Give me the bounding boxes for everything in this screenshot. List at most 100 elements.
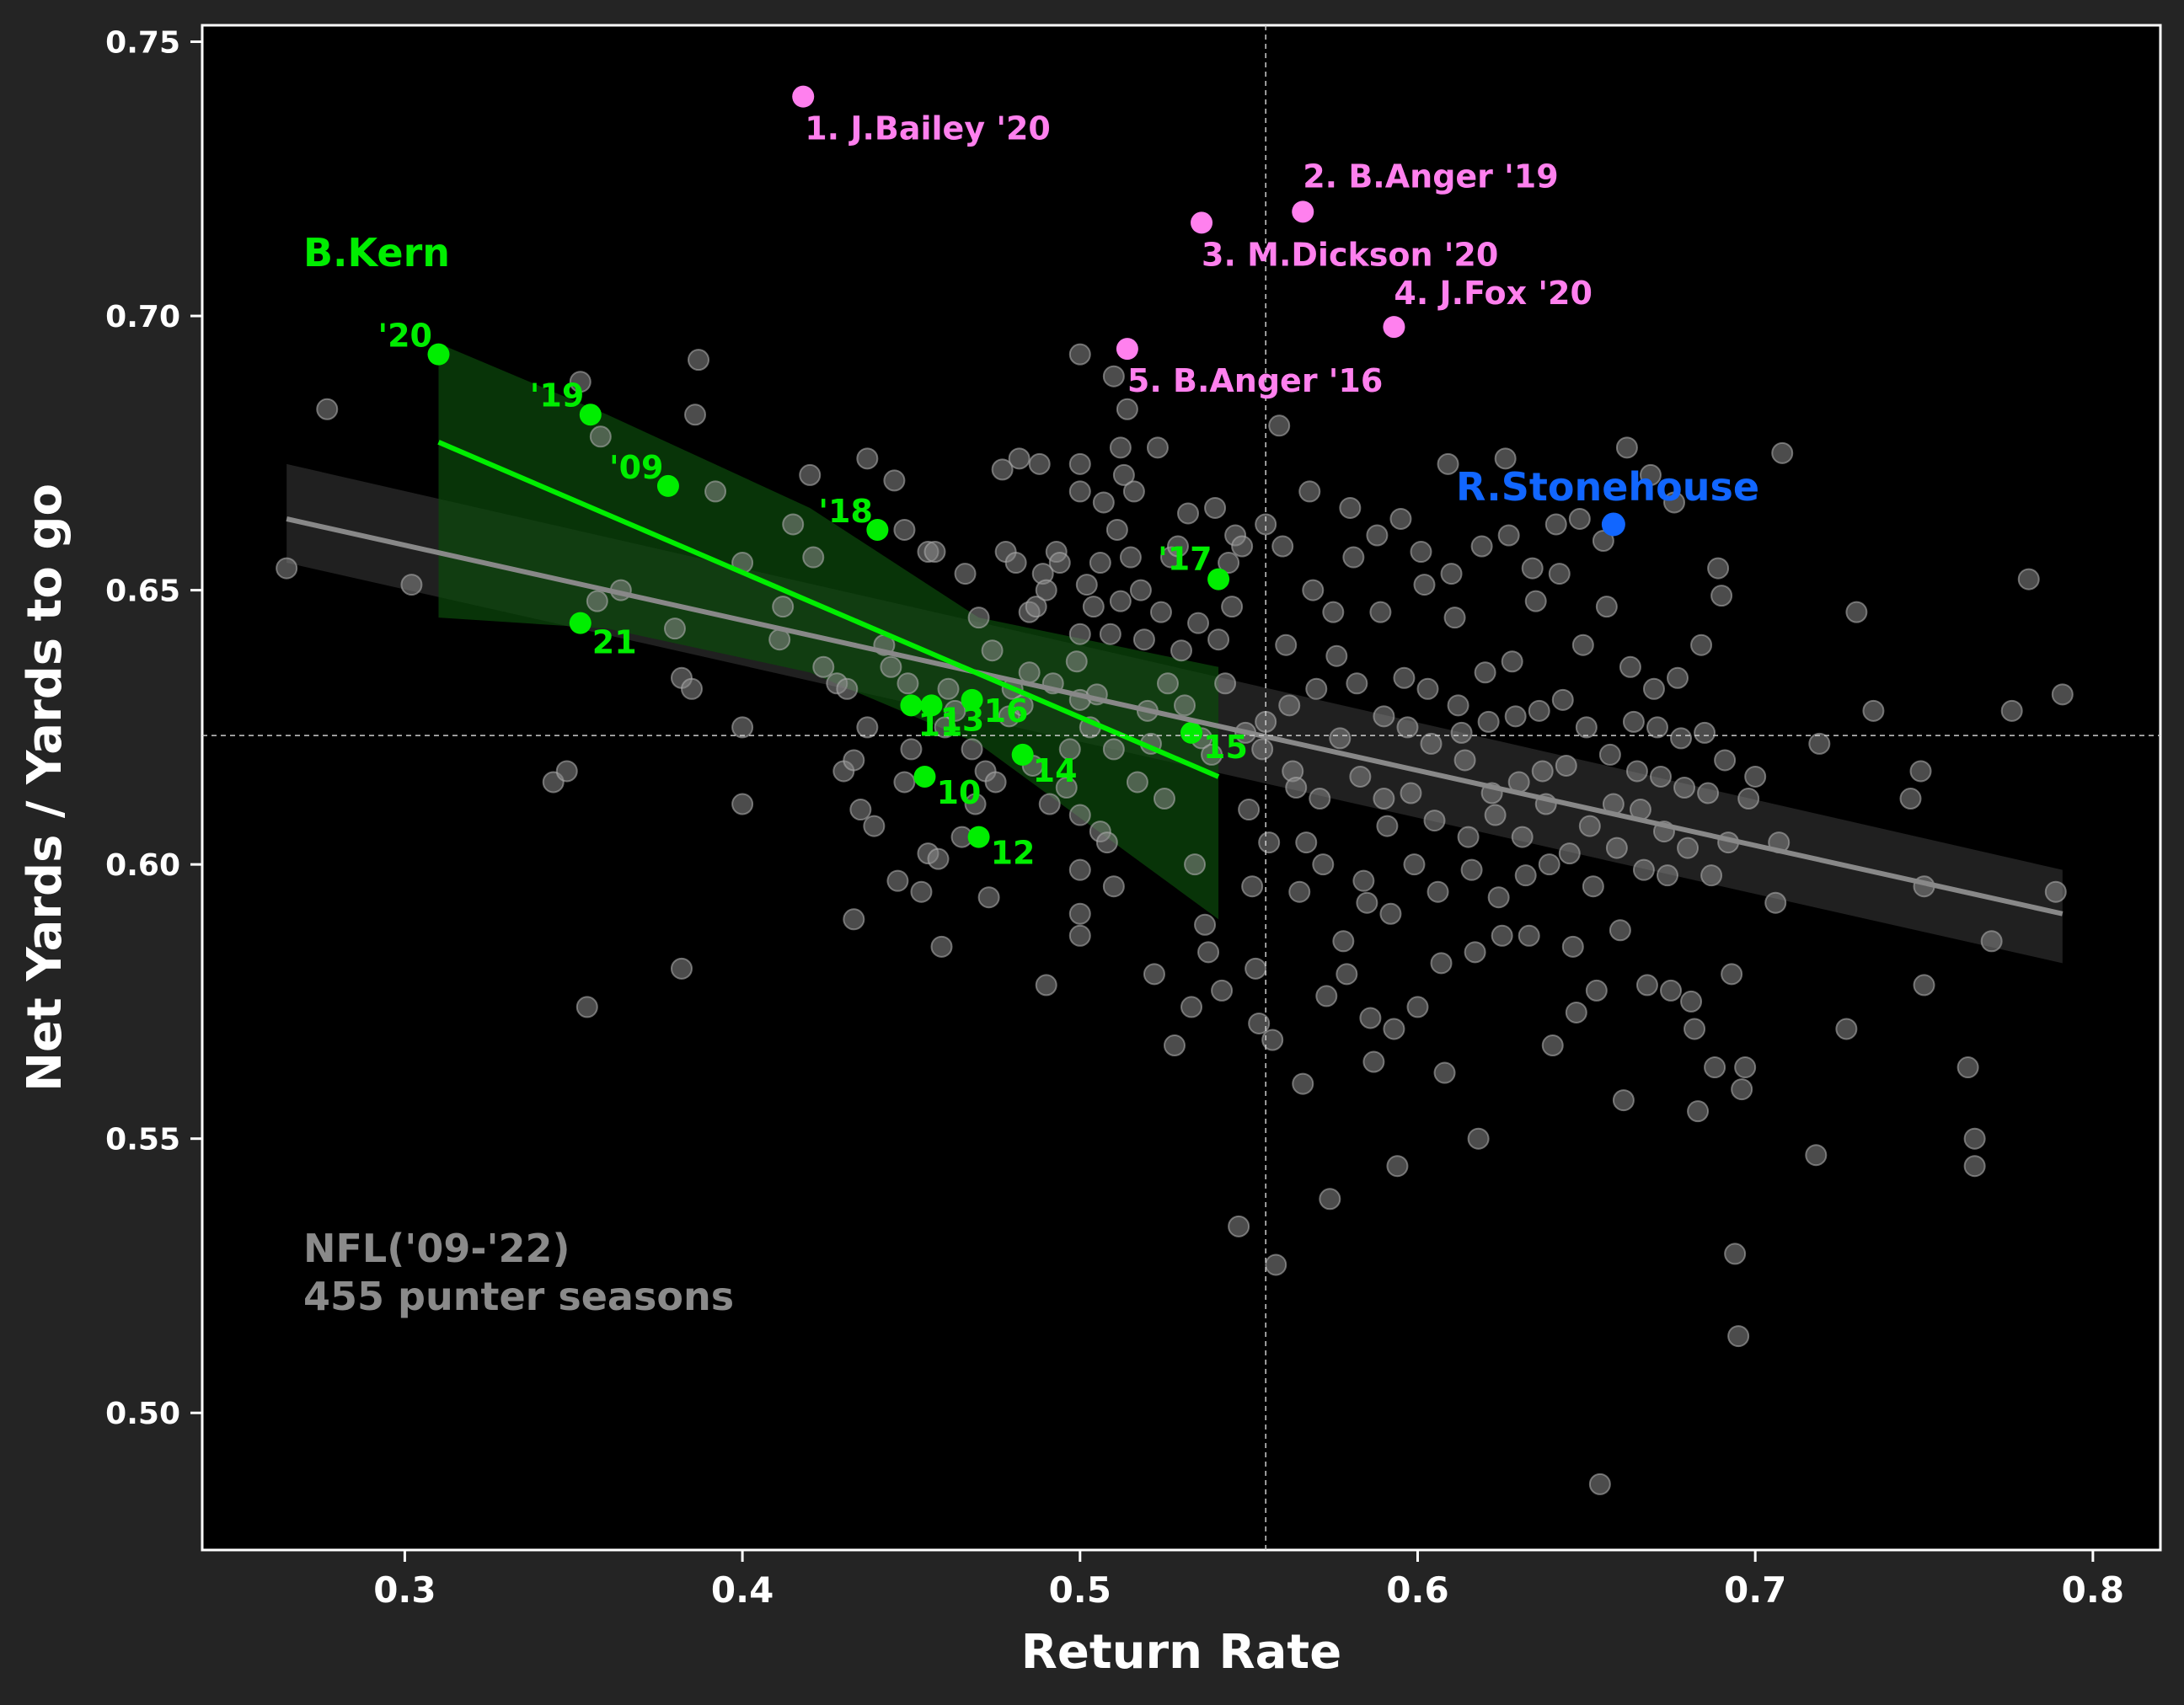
y-tick-label: 0.60 bbox=[105, 848, 180, 883]
league-point bbox=[1538, 853, 1560, 876]
league-point bbox=[1102, 738, 1125, 761]
league-point bbox=[1315, 985, 1338, 1008]
league-point bbox=[1116, 398, 1138, 420]
top5-point bbox=[1292, 200, 1314, 223]
league-point bbox=[782, 513, 805, 536]
league-point bbox=[1433, 1061, 1456, 1084]
league-point bbox=[1667, 666, 1689, 689]
league-point bbox=[1494, 447, 1517, 470]
league-point bbox=[1379, 902, 1402, 925]
league-point bbox=[1170, 639, 1192, 662]
league-point bbox=[569, 371, 592, 393]
league-point bbox=[1531, 760, 1554, 783]
league-point bbox=[2017, 568, 2040, 591]
league-point bbox=[1238, 799, 1261, 821]
league-point bbox=[1731, 1078, 1753, 1101]
league-point bbox=[1673, 777, 1696, 799]
league-point bbox=[663, 617, 686, 640]
league-point bbox=[1639, 463, 1662, 486]
league-point bbox=[1430, 952, 1453, 975]
league-point bbox=[886, 869, 909, 892]
kern-season-label: '09 bbox=[609, 449, 664, 486]
league-point bbox=[1427, 880, 1449, 903]
kern-season-label: 15 bbox=[1203, 729, 1248, 766]
league-trend-line bbox=[286, 516, 2064, 917]
league-point bbox=[1588, 1472, 1611, 1495]
league-point bbox=[1635, 974, 1658, 997]
league-point bbox=[799, 463, 822, 486]
league-point bbox=[927, 847, 950, 870]
league-point bbox=[1835, 1018, 1858, 1040]
league-point bbox=[1694, 721, 1716, 744]
league-point bbox=[1035, 974, 1057, 997]
league-point bbox=[1373, 788, 1395, 810]
league-point bbox=[1744, 765, 1767, 788]
league-point bbox=[1214, 672, 1237, 695]
league-point bbox=[849, 799, 872, 821]
league-point bbox=[1102, 365, 1125, 388]
y-axis-title: Net Yards / Yards to go bbox=[18, 484, 72, 1092]
league-point bbox=[1258, 831, 1281, 854]
league-point bbox=[2051, 683, 2074, 706]
league-point bbox=[897, 672, 919, 695]
league-point bbox=[1980, 930, 2003, 953]
league-point bbox=[1109, 590, 1132, 612]
x-tick-label: 0.4 bbox=[711, 1569, 774, 1611]
league-point bbox=[1467, 1127, 1490, 1150]
league-point bbox=[1336, 963, 1358, 986]
kern-season-label: '19 bbox=[530, 377, 585, 414]
league-point bbox=[1221, 596, 1244, 618]
league-note-line1: NFL('09-'22) bbox=[303, 1226, 570, 1271]
league-point bbox=[1450, 721, 1473, 744]
league-point bbox=[1423, 810, 1446, 832]
league-point bbox=[1909, 760, 1932, 783]
league-point bbox=[1068, 480, 1091, 503]
league-point bbox=[1184, 853, 1207, 876]
league-point bbox=[1298, 480, 1321, 503]
league-point bbox=[1714, 749, 1737, 772]
league-point bbox=[1396, 716, 1419, 739]
kern-point bbox=[1011, 743, 1034, 766]
league-point bbox=[1048, 552, 1071, 575]
y-tick-label: 0.65 bbox=[105, 575, 180, 609]
league-point bbox=[1248, 1012, 1271, 1034]
kern-season-label: 16 bbox=[984, 692, 1029, 730]
league-point bbox=[670, 957, 693, 980]
league-point bbox=[1609, 919, 1631, 942]
league-point bbox=[1697, 782, 1720, 804]
league-point bbox=[1632, 858, 1655, 881]
league-point bbox=[1575, 716, 1598, 739]
league-point bbox=[1346, 672, 1368, 695]
league-point bbox=[1571, 633, 1594, 656]
league-point bbox=[1389, 507, 1412, 530]
league-point bbox=[1018, 661, 1041, 684]
league-point bbox=[1477, 710, 1500, 733]
league-point bbox=[893, 771, 916, 794]
league-point bbox=[1109, 436, 1132, 459]
league-point bbox=[1764, 891, 1787, 914]
league-point bbox=[1075, 574, 1098, 596]
league-point bbox=[1464, 941, 1486, 964]
league-point bbox=[1004, 552, 1027, 575]
league-point bbox=[1555, 754, 1577, 777]
league-point bbox=[1460, 858, 1483, 881]
league-point bbox=[1615, 436, 1638, 459]
league-point bbox=[1322, 601, 1345, 623]
league-point bbox=[1309, 788, 1331, 810]
league-point bbox=[1504, 705, 1527, 728]
league-point bbox=[1677, 836, 1700, 859]
top5-label: 1. J.Bailey '20 bbox=[805, 110, 1051, 147]
league-point bbox=[1201, 743, 1223, 766]
league-point bbox=[1068, 924, 1091, 947]
top5-point bbox=[1116, 338, 1138, 361]
league-point bbox=[704, 480, 727, 503]
league-point bbox=[1625, 760, 1648, 783]
league-point bbox=[1376, 815, 1399, 837]
league-point bbox=[1038, 793, 1061, 815]
data-points bbox=[276, 85, 2074, 1495]
league-point bbox=[1400, 782, 1422, 804]
league-point bbox=[1727, 1325, 1750, 1348]
league-point bbox=[964, 793, 987, 815]
league-point bbox=[1568, 507, 1591, 530]
